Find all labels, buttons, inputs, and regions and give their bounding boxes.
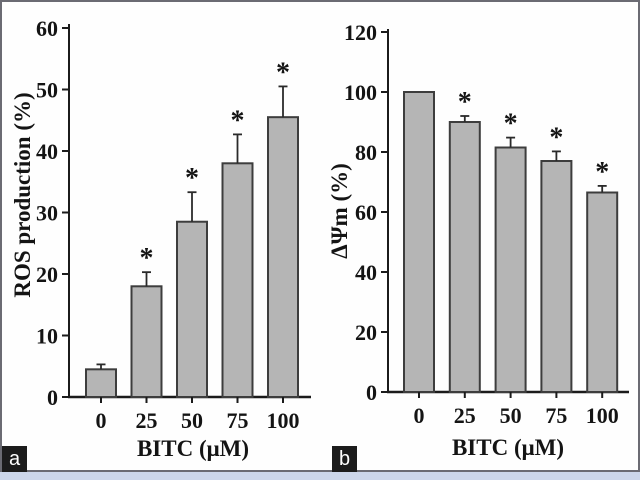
y-tick-label: 50 (36, 78, 58, 103)
bar-75 (221, 162, 254, 398)
y-axis-label: ROS production (%) (10, 92, 35, 297)
y-tick-label: 40 (355, 260, 377, 285)
significance-marker: * (185, 163, 199, 194)
y-tick-label: 20 (36, 262, 58, 287)
y-tick-label: 80 (355, 140, 377, 165)
significance-marker: * (549, 122, 563, 153)
x-tick-label: 100 (267, 408, 300, 433)
bar-25 (448, 121, 481, 393)
bar-100 (586, 191, 619, 393)
bar-0 (403, 91, 435, 393)
bar-75 (540, 160, 573, 393)
x-tick-label: 100 (586, 403, 619, 428)
x-tick-label: 50 (500, 403, 522, 428)
y-tick-label: 30 (36, 201, 58, 226)
significance-marker: * (276, 57, 290, 88)
bar-25 (130, 285, 163, 398)
panel-b: 0 20 40 60 80 100 120 0 * 25 * 50 * 75 * 100 BITC (μM) ΔΨ… (327, 20, 629, 460)
significance-marker: * (458, 87, 472, 118)
significance-marker: * (504, 109, 518, 140)
x-tick-label: 50 (181, 408, 203, 433)
y-tick-label: 40 (36, 139, 58, 164)
y-tick-label: 0 (47, 385, 58, 410)
x-tick-label: 0 (96, 408, 107, 433)
x-tick-label: 25 (136, 408, 158, 433)
x-tick-label: 25 (454, 403, 476, 428)
significance-marker: * (140, 243, 154, 274)
y-tick-label: 10 (36, 324, 58, 349)
y-axis-label: ΔΨm (%) (327, 163, 352, 259)
bar-50 (494, 146, 527, 393)
bar-50 (176, 220, 208, 398)
y-tick-label: 20 (355, 320, 377, 345)
bar-0 (85, 368, 117, 399)
x-axis-label: BITC (μM) (452, 435, 564, 460)
x-tick-label: 75 (227, 408, 249, 433)
panel-label-a: a (2, 446, 27, 472)
x-tick-label: 0 (414, 403, 425, 428)
y-tick-label: 100 (344, 80, 377, 105)
bar-100 (267, 116, 299, 399)
y-tick-label: 60 (355, 200, 377, 225)
y-tick-label: 120 (344, 20, 377, 45)
x-axis-label: BITC (μM) (137, 436, 249, 461)
y-tick-label: 60 (36, 16, 58, 41)
y-tick-label: 0 (366, 380, 377, 405)
panel-label-b: b (332, 446, 357, 472)
x-tick-label: 75 (545, 403, 567, 428)
significance-marker: * (595, 157, 609, 188)
significance-marker: * (231, 105, 245, 136)
panel-a: 0 10 20 30 40 50 60 0 * 25 * 50 * 75 * 100 BITC (μM) ROS … (10, 16, 311, 461)
